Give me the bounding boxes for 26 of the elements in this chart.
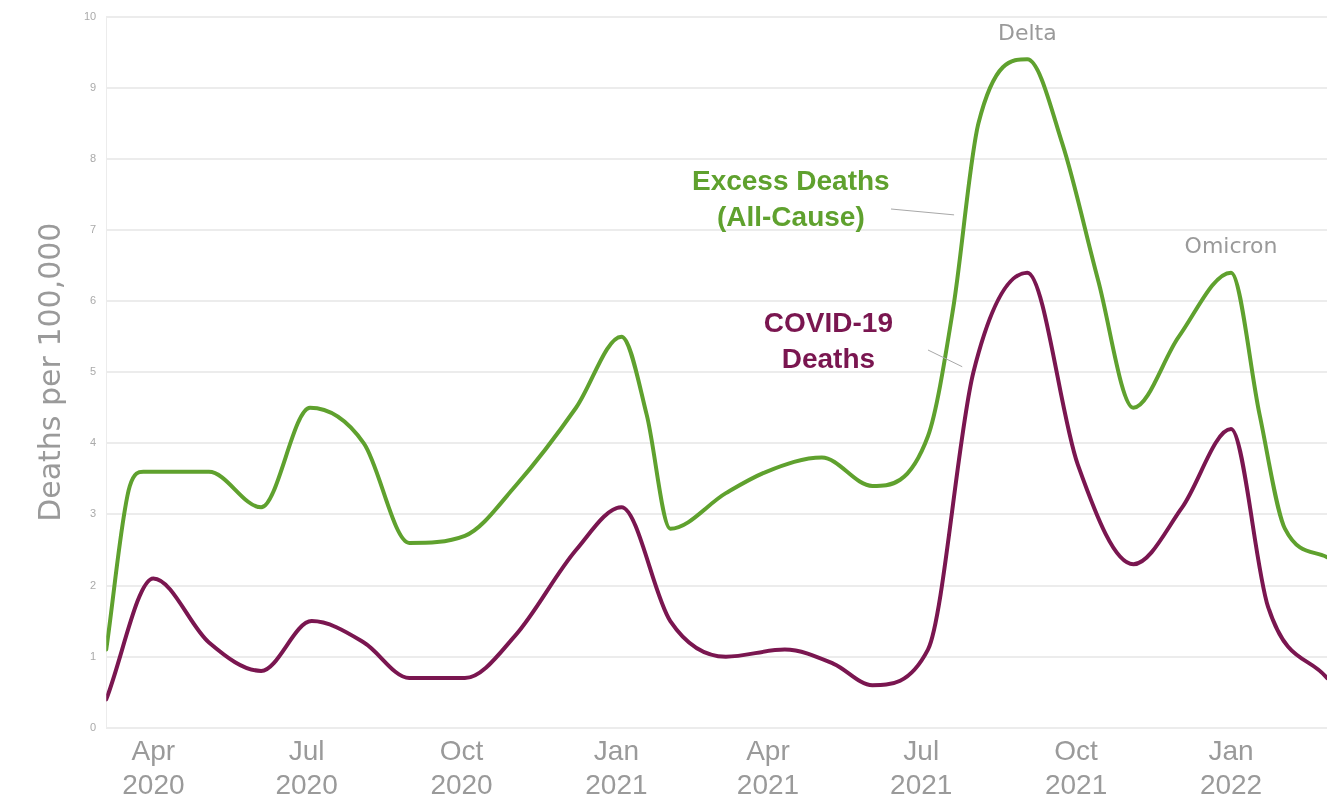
text: COVID-19 Deaths bbox=[763, 306, 893, 374]
y-tick-label: 3 bbox=[90, 507, 97, 520]
y-tick-label: 7 bbox=[90, 222, 97, 235]
y-tick-label: 6 bbox=[90, 294, 97, 307]
y-tick-label: 5 bbox=[90, 365, 97, 378]
y-tick-label: 1 bbox=[90, 649, 97, 662]
y-tick-label: 9 bbox=[90, 80, 97, 93]
x-tick-label: Oct 2021 bbox=[1044, 735, 1108, 800]
y-tick-label: 4 bbox=[90, 436, 97, 449]
y-tick-label: 8 bbox=[90, 151, 97, 164]
y-tick-label: 10 bbox=[83, 9, 97, 22]
x-tick-label: Jul 2021 bbox=[890, 735, 953, 800]
annotation: Delta bbox=[997, 19, 1057, 45]
annotation: Omicron bbox=[1184, 233, 1278, 259]
x-tick-label: Jan 2022 bbox=[1199, 735, 1263, 800]
y-tick-label: 0 bbox=[90, 720, 97, 733]
text: Excess Deaths (All-Cause) bbox=[691, 165, 890, 233]
line-series bbox=[106, 270, 1327, 702]
y-tick-label: 2 bbox=[90, 578, 97, 591]
y-axis-title: Deaths per 100,000 bbox=[31, 222, 67, 522]
x-tick-label: Oct 2020 bbox=[430, 735, 493, 800]
x-tick-label: Jan 2021 bbox=[585, 735, 648, 800]
x-tick-label: Apr 2020 bbox=[122, 735, 185, 800]
x-tick-label: Apr 2021 bbox=[736, 735, 800, 800]
line-series bbox=[106, 57, 1327, 652]
x-tick-label: Jul 2020 bbox=[275, 735, 338, 800]
